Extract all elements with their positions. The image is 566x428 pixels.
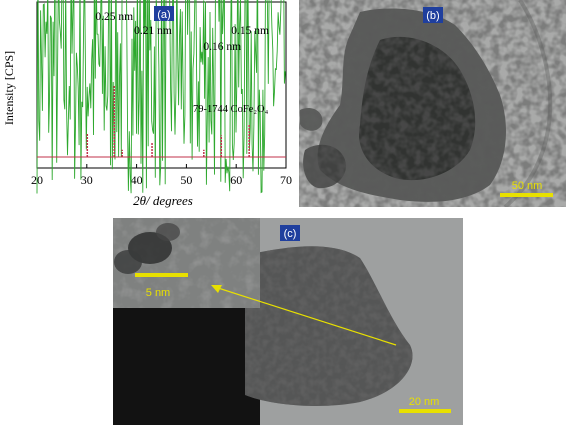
- xrd-x-tick-label: 70: [280, 173, 292, 187]
- xrd-measured-pattern: [36, 0, 286, 194]
- xrd-x-tick-label: 50: [180, 173, 192, 187]
- tem-c-arrow-head: [211, 285, 222, 293]
- tem-c-pointer-arrow: [214, 286, 397, 346]
- tem-b-scale-label: 50 nm: [512, 180, 543, 192]
- panel-b-tag-box: [423, 7, 443, 23]
- tem-panel-b: 50 nm: [299, 0, 566, 207]
- xrd-y-axis-label: Intensity [CPS]: [2, 51, 16, 125]
- particle-agglomerate: [299, 0, 566, 207]
- panel-c-tag: (c): [284, 228, 297, 240]
- xrd-peak-labels: 0.25 nm0.21 nm 0.16 nm 0.15 nm: [95, 11, 269, 53]
- xrd-x-axis-label: 2θ/ degrees: [133, 193, 193, 208]
- tem-c-dark-region: [113, 308, 260, 425]
- xrd-peak-label: 0.25 nm: [95, 11, 133, 23]
- panel-b-tag: (b): [426, 10, 439, 22]
- xrd-peak-label: 0.16 nm: [203, 41, 241, 53]
- xrd-x-tick-label: 40: [131, 173, 143, 187]
- xrd-reference-peaks: [86, 85, 250, 157]
- xrd-x-tick-label: 60: [230, 173, 242, 187]
- xrd-peak-label: 0.21 nm: [134, 25, 172, 37]
- xrd-reference-label: 79-1744 CoFe₂O₄: [193, 104, 269, 115]
- xrd-panel: 20 30 40 50 60 70 0.25 nm0.21 nm0.16 nm0.15 n…: [2, 0, 292, 208]
- tem-c-scale-label: 20 nm: [409, 396, 440, 408]
- panel-a-tag-box: [154, 6, 174, 21]
- tem-c-inset-scale-label: 5 nm: [146, 287, 170, 299]
- xrd-x-tick-label: 30: [81, 173, 93, 187]
- panel-c-tag-box: [280, 225, 300, 241]
- xrd-peak-label: 0.15 nm: [231, 25, 269, 37]
- tem-panel-c: 5 nm 20 nm: [113, 218, 463, 425]
- panel-a-tag: (a): [157, 9, 170, 21]
